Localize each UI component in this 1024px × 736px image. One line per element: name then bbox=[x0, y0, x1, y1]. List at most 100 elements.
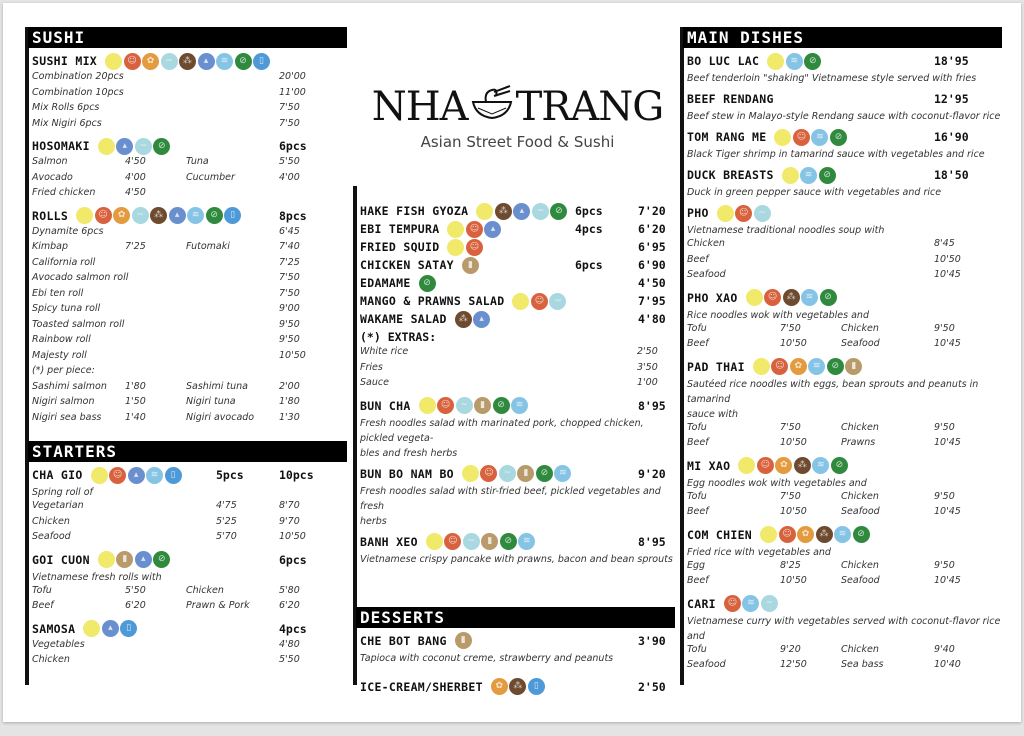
price-row: Combination 20pcs 20'00 bbox=[29, 71, 347, 87]
row-label: Toasted salmon roll bbox=[32, 318, 125, 330]
dish-name: CHICKEN SATAY bbox=[360, 258, 454, 272]
row-label: Mix Nigiri 6pcs bbox=[32, 117, 102, 129]
dish-name: CHA GIO bbox=[32, 468, 83, 482]
row-label: Beef bbox=[687, 437, 709, 448]
dish-header: MANGO & PRAWNS SALAD ☺ ~7'95 bbox=[357, 292, 675, 310]
tan-allergen-icon: ▮ bbox=[461, 256, 479, 274]
allergen-icons: ▮ ▴ ⊘ bbox=[97, 551, 172, 568]
middle-column: HAKE FISH GYOZA ⁂ ▴ ~ ⊘ 6pcs 7'20 EBI TEMPURA ☺ ▴… bbox=[353, 186, 675, 695]
row-label: Prawns bbox=[841, 437, 876, 448]
green-allergen-icon: ⊘ bbox=[550, 202, 568, 220]
price-row: Chicken 8'45 bbox=[684, 238, 1002, 254]
row-label: Salmon bbox=[32, 156, 68, 167]
row-price: 9'50 bbox=[934, 322, 955, 334]
dish-header: GOI CUON ▮ ▴ ⊘ 6pcs bbox=[29, 550, 347, 570]
row-label: Sea bass bbox=[841, 659, 884, 670]
dish-description: herbs bbox=[360, 515, 387, 527]
red-allergen-icon: ☺ bbox=[778, 526, 796, 543]
row-label: Tofu bbox=[687, 322, 707, 334]
teal-allergen-icon: ~ bbox=[531, 202, 549, 220]
dish-price: 7'20 bbox=[638, 204, 666, 218]
dish-name: COM CHIEN bbox=[687, 527, 753, 542]
row-price: 9'00 bbox=[279, 303, 300, 314]
spacer bbox=[357, 567, 675, 607]
row-price: 4'00 bbox=[279, 171, 300, 183]
price-row: Toasted salmon roll 9'50 bbox=[29, 319, 347, 335]
row-price: 7'25 bbox=[279, 256, 300, 268]
allergen-icons: ▴ ▯ bbox=[83, 620, 139, 637]
dish-price: 7'95 bbox=[638, 294, 666, 308]
yellow-allergen-icon bbox=[781, 166, 799, 184]
row-label: Sashimi tuna bbox=[186, 380, 248, 392]
dish-pieces: 5pcs bbox=[216, 468, 244, 482]
dish-description: Vietnamese traditional noodles soup with bbox=[687, 225, 885, 236]
row-price: 5'50 bbox=[125, 584, 146, 596]
allergen-icons: ☺ ~ bbox=[512, 292, 568, 310]
allergen-icons: ☺ ✿ ~ ⁂ ▴ ≋ ⊘ ▯ bbox=[105, 52, 272, 70]
row-label: Ebi ten roll bbox=[32, 287, 84, 299]
row-price: 5'80 bbox=[279, 584, 300, 596]
orange-allergen-icon: ✿ bbox=[142, 52, 160, 70]
row-label: Seafood bbox=[841, 575, 880, 586]
blue-allergen-icon: ▴ bbox=[197, 52, 215, 70]
allergen-icons: ☺ ✿ ⁂ ≋ ⊘ bbox=[760, 526, 871, 543]
yellow-allergen-icon bbox=[83, 620, 101, 637]
teal-allergen-icon: ~ bbox=[131, 207, 149, 224]
dish-price: 10pcs bbox=[279, 468, 314, 482]
green-allergen-icon: ⊘ bbox=[830, 457, 848, 474]
row-label: Rainbow roll bbox=[32, 334, 91, 345]
section-title: MAIN DISHES bbox=[683, 27, 1002, 48]
allergen-icons: ▴ ~ ⊘ bbox=[97, 137, 172, 155]
row-label: Spicy tuna roll bbox=[32, 303, 101, 314]
dish-price: 4'50 bbox=[638, 276, 666, 290]
row-label: Seafood bbox=[687, 269, 726, 280]
price-row: Avocado 4'00 Cucumber 4'00 bbox=[29, 172, 347, 188]
dish-name: BANH XEO bbox=[360, 534, 418, 549]
row-label: 10'50 bbox=[279, 531, 306, 542]
orange-allergen-icon: ✿ bbox=[789, 358, 807, 375]
dish-name: EBI TEMPURA bbox=[360, 222, 440, 236]
right-column: MAIN DISHES BO LUC LAC ≋ ⊘ 18'95 Beef tenderl… bbox=[680, 27, 1002, 685]
row-price: 4'50 bbox=[125, 187, 146, 198]
spacer bbox=[357, 186, 675, 202]
dish-description: Beef stew in Malayo-style Rendang sauce … bbox=[687, 111, 1001, 122]
row-label: Chicken bbox=[841, 559, 879, 571]
dish-header: BUN BO NAM BO ☺ ~ ▮ ⊘ ≋ 9'20 bbox=[357, 464, 675, 484]
dish-description: sauce with bbox=[687, 408, 739, 420]
dish-description: Fresh noodles salad with marinated pork,… bbox=[360, 417, 644, 444]
price-row: Vegetables 4'80 bbox=[29, 639, 347, 655]
dish-description: Vietnamese curry with vegetables served … bbox=[687, 615, 1001, 642]
row-label: 9'70 bbox=[279, 515, 300, 527]
sky-allergen-icon: ≋ bbox=[834, 526, 852, 543]
price-row: Nigiri sea bass 1'40 Nigiri avocado 1'30 bbox=[29, 412, 347, 428]
price-row: Spicy tuna roll 9'00 bbox=[29, 303, 347, 319]
row-price: 1'50 bbox=[125, 396, 146, 407]
yellow-allergen-icon bbox=[418, 397, 436, 414]
row-label: Dynamite 6pcs bbox=[32, 225, 104, 237]
dish-price: 2'50 bbox=[638, 679, 666, 694]
row-price: 1'80 bbox=[279, 396, 300, 407]
dish-name: BEEF RENDANG bbox=[687, 92, 774, 106]
row-price: 9'50 bbox=[279, 318, 300, 330]
row-label: Fries bbox=[360, 361, 383, 373]
allergen-icons: ☺ ⁂ ≋ ⊘ bbox=[745, 289, 839, 306]
price-row: Avocado salmon roll 7'50 bbox=[29, 272, 347, 288]
dish-price: 6'20 bbox=[638, 222, 666, 236]
price-row: Tofu 7'50 Chicken 9'50 bbox=[684, 323, 1002, 339]
row-label: Seafood bbox=[687, 659, 726, 670]
dish-pieces: 4pcs bbox=[279, 621, 307, 636]
red-allergen-icon: ☺ bbox=[530, 292, 548, 310]
tan-allergen-icon: ▮ bbox=[481, 533, 499, 550]
row-label: Tofu bbox=[32, 584, 52, 596]
red-allergen-icon: ☺ bbox=[465, 220, 483, 238]
row-price: 10'45 bbox=[934, 269, 961, 280]
row-price: 9'50 bbox=[279, 334, 300, 345]
blue-allergen-icon: ▴ bbox=[116, 137, 134, 155]
dish-pieces: 8pcs bbox=[279, 208, 307, 223]
price-row: Ebi ten roll 7'50 bbox=[29, 288, 347, 304]
dish-header: PHO ☺ ~ bbox=[684, 203, 1002, 223]
yellow-allergen-icon bbox=[512, 292, 530, 310]
logo-title-right: TRANG bbox=[515, 83, 665, 130]
row-price: 5'50 bbox=[279, 156, 300, 167]
dish-pieces: 6pcs bbox=[279, 552, 307, 567]
